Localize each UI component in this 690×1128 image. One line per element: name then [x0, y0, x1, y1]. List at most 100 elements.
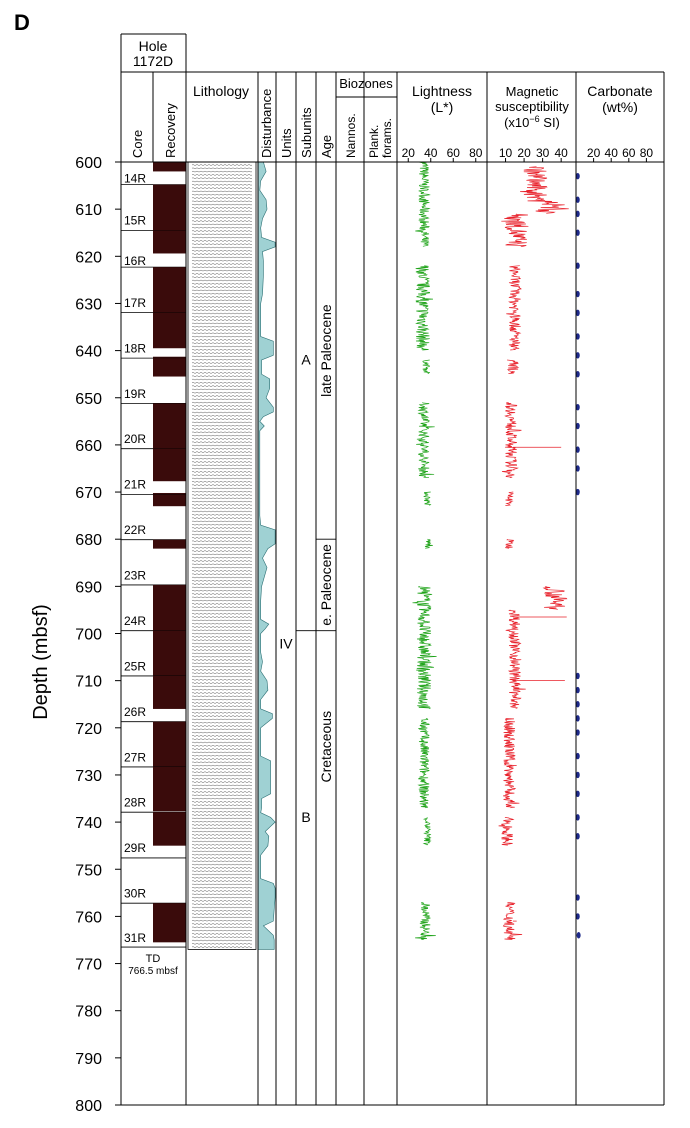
- lightness-trace: [412, 586, 437, 709]
- core-header: Core: [130, 130, 145, 158]
- depth-tick-label: 650: [75, 391, 102, 408]
- carbonate-point: [575, 701, 580, 708]
- carbonate-point: [575, 672, 580, 680]
- x-tick-label: 30: [536, 146, 550, 160]
- core-label: 14R: [124, 172, 146, 186]
- magsus-unit-exponent: −6: [529, 114, 539, 124]
- x-tick-label: 20: [517, 146, 531, 160]
- magsus-trace: [506, 265, 522, 351]
- depth-tick-label: 690: [75, 579, 102, 596]
- carbonate-point: [576, 932, 581, 939]
- carbonate-point: [575, 403, 580, 411]
- plot-content: 14R 15R 16R 17R 18R 19R 20R 21R 22R 23R 24R 25R 26R 2…: [121, 161, 581, 950]
- hole-title-line1: Hole: [139, 38, 168, 54]
- magsus-title-line2: susceptibility: [495, 99, 569, 114]
- recovery-block: [153, 812, 186, 846]
- carbonate-point: [575, 894, 580, 901]
- recovery-block: [153, 721, 186, 767]
- depth-tick-label: 720: [75, 721, 102, 738]
- depth-tick-label: 600: [75, 155, 102, 172]
- recovery-block: [153, 630, 186, 676]
- td-label-line1: TD: [146, 953, 161, 965]
- x-tick-label: 40: [605, 146, 619, 160]
- depth-tick-label: 660: [75, 438, 102, 455]
- x-tick-label: 20: [587, 146, 601, 160]
- depth-tick-label: 800: [75, 1098, 102, 1115]
- carbonate-point: [575, 262, 580, 269]
- depth-tick-label: 760: [75, 909, 102, 926]
- lightness-trace: [423, 491, 432, 506]
- age-label: late Paleocene: [318, 304, 334, 397]
- td-label-line2: 766.5 mbsf: [128, 966, 178, 977]
- subunit-label: B: [301, 809, 310, 825]
- x-tick-label: 80: [469, 146, 483, 160]
- carbonate-point: [575, 686, 580, 694]
- biozones-header: Biozones: [339, 76, 393, 91]
- carbonate-point: [575, 370, 580, 378]
- carbonate-point: [575, 814, 580, 821]
- units-header: Units: [279, 128, 294, 158]
- lightness-trace: [424, 538, 433, 549]
- core-label: 16R: [124, 254, 146, 268]
- subunit-label: A: [301, 352, 311, 368]
- carbonate-point: [575, 172, 580, 180]
- lightness-trace: [416, 402, 435, 479]
- lightness-trace: [415, 161, 431, 247]
- magsus-title-line3: (x10−6 SI): [504, 114, 560, 130]
- magsus-trace: [505, 538, 515, 549]
- x-tick-label: 60: [447, 146, 461, 160]
- core-label: 25R: [124, 659, 146, 673]
- age-header: Age: [319, 135, 334, 158]
- y-axis-label: Depth (mbsf): [30, 604, 52, 720]
- core-label: 29R: [124, 841, 146, 855]
- nannos-header: Nannos.: [344, 113, 358, 158]
- magsus-title-line1: Magnetic: [506, 84, 559, 99]
- lightness-trace: [417, 718, 430, 809]
- age-label: Cretaceous: [318, 711, 334, 783]
- depth-tick-label: 750: [75, 862, 102, 879]
- depth-tick-label: 710: [75, 674, 102, 691]
- carbonate-point: [575, 833, 580, 840]
- age-label: e. Paleocene: [318, 544, 334, 626]
- core-label: 21R: [124, 478, 146, 492]
- core-label: 20R: [124, 432, 146, 446]
- core-label: 27R: [124, 750, 146, 764]
- depth-tick-label: 610: [75, 202, 102, 219]
- carbonate-title-line1: Carbonate: [587, 83, 653, 99]
- recovery-block: [153, 230, 186, 254]
- carbonate-point: [575, 309, 580, 317]
- carbonate-point: [575, 446, 580, 453]
- recovery-block: [153, 162, 186, 172]
- recovery-block: [153, 267, 186, 313]
- plot-frame: 600 610 620 630 640 650 660 670 680 690 700 710 720 7…: [75, 33, 665, 1115]
- recovery-block: [153, 675, 186, 709]
- recovery-block: [153, 539, 186, 549]
- depth-tick-label: 740: [75, 815, 102, 832]
- hole-title-line2: 1172D: [133, 53, 173, 69]
- magsus-trace: [502, 901, 523, 940]
- recovery-block: [153, 312, 186, 349]
- carbonate-point: [575, 210, 580, 218]
- core-label: 24R: [124, 614, 146, 628]
- core-label: 23R: [124, 568, 146, 582]
- lightness-trace: [415, 901, 436, 940]
- depth-tick-label: 730: [75, 768, 102, 785]
- depth-tick-label: 670: [75, 485, 102, 502]
- magsus-trace: [507, 359, 520, 374]
- carbonate-point: [575, 465, 580, 472]
- lightness-trace: [422, 817, 432, 846]
- x-tick-label: 60: [622, 146, 636, 160]
- recovery-block: [153, 494, 186, 507]
- magsus-trace: [501, 402, 522, 479]
- lithology-hatch: [191, 164, 253, 948]
- lightness-title-line2: (L*): [431, 99, 454, 115]
- carbonate-point: [575, 422, 580, 430]
- carbonate-point: [575, 790, 580, 798]
- recovery-block: [153, 358, 186, 377]
- core-label: 15R: [124, 213, 146, 227]
- magsus-unit-base: (x10: [504, 115, 529, 130]
- carbonate-point: [575, 729, 580, 736]
- lightness-trace: [422, 359, 430, 374]
- plank-header-line1: Plank.: [367, 125, 381, 158]
